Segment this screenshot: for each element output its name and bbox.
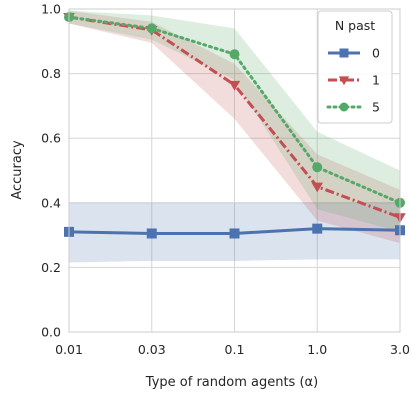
legend-box: [317, 10, 393, 124]
legend-marker-series-1: [338, 76, 350, 86]
marker-series-0-point-3: [312, 223, 323, 234]
marker-series-5-point-1: [146, 23, 157, 34]
x-axis-title: Type of random agents (α): [145, 375, 318, 390]
legend-label-series-1: 1: [372, 73, 380, 88]
y-tick-label-5: 1.0: [41, 2, 61, 17]
legend-label-series-5: 5: [372, 100, 380, 115]
legend-marker-series-0: [339, 48, 349, 58]
marker-series-0-point-1: [146, 228, 157, 239]
x-tick-label-3: 1.0: [307, 342, 327, 357]
band-series-5: [69, 10, 400, 232]
y-tick-label-2: 0.4: [41, 195, 61, 210]
marker-series-1-point-3: [311, 182, 323, 193]
y-tick-label-3: 0.6: [41, 131, 61, 146]
y-tick-label-1: 0.2: [41, 260, 61, 275]
y-tick-label-0: 0.0: [41, 325, 61, 340]
y-axis-title: Accuracy: [10, 140, 25, 200]
y-tick-label-4: 0.8: [41, 66, 61, 81]
x-tick-label-0: 0.01: [55, 342, 83, 357]
x-tick-label-1: 0.03: [138, 342, 166, 357]
marker-series-0-point-2: [229, 228, 240, 239]
legend: N past 0 1 5: [317, 10, 393, 124]
legend-marker-series-5: [339, 102, 349, 112]
legend-label-series-0: 0: [372, 46, 380, 61]
marker-series-1-point-2: [228, 80, 241, 91]
tick-labels: 0.0 0.2 0.4 0.6 0.8 1.0 0.01 0.03 0.1 1.0 3.0: [41, 2, 410, 358]
plot-border: [68, 8, 401, 333]
x-tick-label-2: 0.1: [225, 342, 245, 357]
marker-series-5-point-3: [312, 162, 323, 173]
plot-frame: [68, 8, 401, 333]
marker-series-5-point-2: [229, 49, 240, 60]
x-tick-label-4: 3.0: [390, 342, 410, 357]
legend-title: N past: [335, 18, 375, 33]
